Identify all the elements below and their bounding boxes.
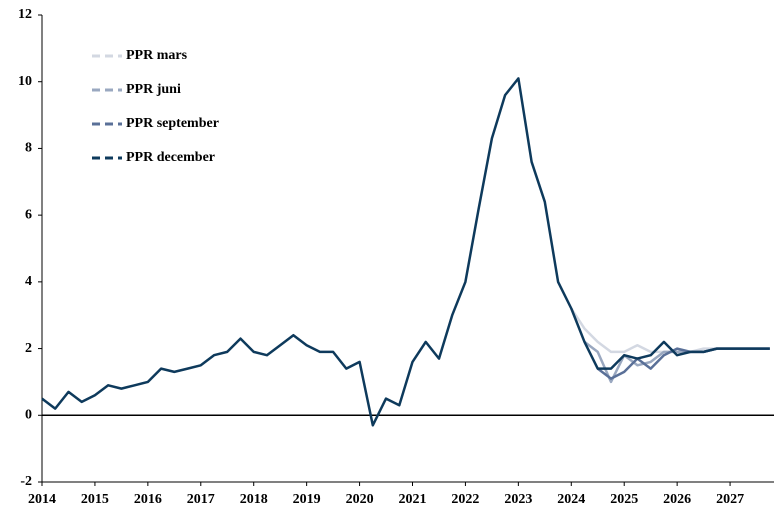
x-tick-label: 2025 — [610, 492, 638, 507]
line-series — [570, 307, 770, 354]
x-tick-label: 2027 — [716, 492, 744, 507]
y-tick-label: 12 — [18, 7, 32, 22]
y-tick-label: 8 — [25, 141, 32, 156]
y-tick-label: 10 — [18, 74, 32, 89]
x-tick-label: 2026 — [663, 492, 691, 507]
y-tick-label: 2 — [25, 341, 32, 356]
legend-label: PPR september — [126, 116, 219, 131]
x-tick-label: 2023 — [504, 492, 532, 507]
legend-label: PPR december — [126, 150, 215, 165]
y-tick-label: 0 — [25, 408, 32, 423]
line-series — [41, 77, 770, 427]
x-tick-label: 2020 — [346, 492, 374, 507]
x-tick-label: 2024 — [557, 492, 585, 507]
y-tick-label: 6 — [25, 207, 32, 222]
x-tick-label: 2017 — [187, 492, 215, 507]
y-tick-label: -2 — [20, 474, 32, 489]
x-tick-label: 2022 — [451, 492, 479, 507]
x-tick-label: 2018 — [240, 492, 268, 507]
legend-label: PPR mars — [126, 48, 188, 63]
x-tick-label: 2014 — [28, 492, 56, 507]
legend-label: PPR juni — [126, 82, 181, 97]
x-tick-label: 2021 — [398, 492, 426, 507]
x-tick-label: 2016 — [134, 492, 162, 507]
x-tick-label: 2015 — [81, 492, 109, 507]
x-tick-label: 2019 — [293, 492, 321, 507]
y-tick-label: 4 — [25, 274, 32, 289]
